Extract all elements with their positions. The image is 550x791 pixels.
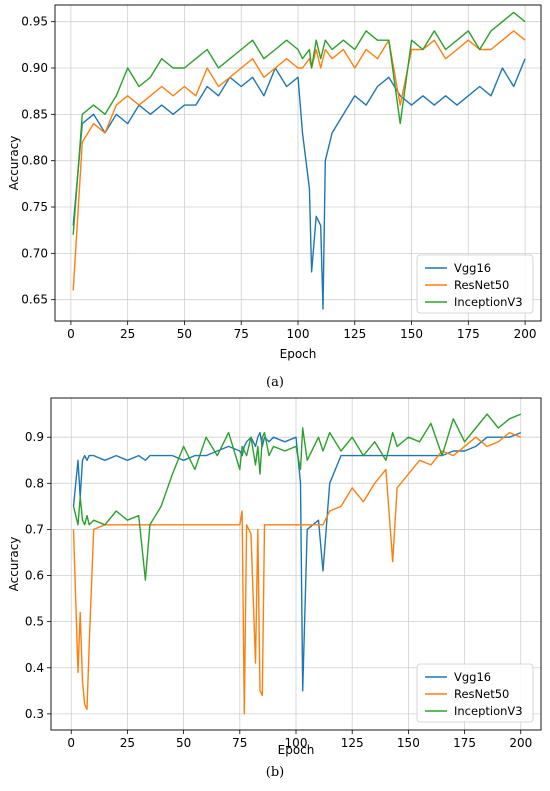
plot-frame bbox=[54, 4, 542, 322]
legend-label-vgg16: Vgg16 bbox=[454, 261, 491, 275]
y-tick-label: 0.9 bbox=[25, 430, 44, 444]
x-tick-label: 100 bbox=[287, 327, 310, 341]
x-tick-label: 150 bbox=[397, 736, 420, 750]
series-line-inceptionv3 bbox=[72, 413, 522, 581]
series-line-vgg16 bbox=[72, 431, 522, 692]
x-tick-label: 175 bbox=[453, 736, 476, 750]
figure-caption: (a) bbox=[266, 375, 284, 390]
legend-label-inceptionv3: InceptionV3 bbox=[454, 704, 523, 718]
chart-panel-b: 0 25 50 75 100 125 150 175 200 0.3 0.4 0.5 0.6 0.7 0.8… bbox=[7, 397, 542, 780]
figure-caption: (b) bbox=[266, 765, 284, 780]
x-tick-label: 125 bbox=[341, 736, 364, 750]
x-axis-label: Epoch bbox=[280, 347, 317, 361]
plot-frame bbox=[50, 397, 542, 731]
x-tick-label: 175 bbox=[457, 327, 480, 341]
y-tick-label: 0.85 bbox=[21, 107, 48, 121]
y-tick-label: 0.6 bbox=[25, 569, 44, 583]
y-tick-label: 0.7 bbox=[25, 522, 44, 536]
x-tick-label: 50 bbox=[176, 736, 191, 750]
y-tick-label: 0.80 bbox=[21, 154, 48, 168]
x-tick-label: 0 bbox=[67, 736, 75, 750]
x-tick-label: 25 bbox=[120, 736, 135, 750]
y-axis-label: Accuracy bbox=[7, 136, 21, 191]
legend-box bbox=[416, 663, 534, 723]
y-tick-label: 0.3 bbox=[25, 707, 44, 721]
series-line-inceptionv3 bbox=[72, 11, 526, 235]
legend-label-resnet50: ResNet50 bbox=[454, 278, 509, 292]
series-line-resnet50 bbox=[72, 431, 522, 715]
legend: Vgg16 ResNet50 InceptionV3 bbox=[416, 254, 534, 314]
y-tick-label: 0.75 bbox=[21, 200, 48, 214]
x-tick-label: 200 bbox=[509, 736, 532, 750]
legend-label-resnet50: ResNet50 bbox=[454, 687, 509, 701]
y-tick-label: 0.90 bbox=[21, 61, 48, 75]
y-tick-label: 0.5 bbox=[25, 615, 44, 629]
x-tick-label: 75 bbox=[232, 736, 247, 750]
x-tick-label: 100 bbox=[285, 736, 308, 750]
x-tick-label: 50 bbox=[177, 327, 192, 341]
x-tick-label: 150 bbox=[400, 327, 423, 341]
y-tick-label: 0.95 bbox=[21, 15, 48, 29]
y-tick-label: 0.4 bbox=[25, 661, 44, 675]
legend-label-vgg16: Vgg16 bbox=[454, 670, 491, 684]
chart-panel-a: 0 25 50 75 100 125 150 175 200 0.65 0.70 0.75 0.80 0.… bbox=[7, 4, 542, 390]
x-axis-label: Epoch bbox=[278, 743, 315, 757]
series-line-vgg16 bbox=[72, 58, 526, 310]
x-tick-label: 75 bbox=[234, 327, 249, 341]
legend-box bbox=[416, 254, 534, 314]
y-tick-label: 0.65 bbox=[21, 293, 48, 307]
y-axis-label: Accuracy bbox=[7, 537, 21, 592]
legend-label-inceptionv3: InceptionV3 bbox=[454, 295, 523, 309]
y-tick-label: 0.8 bbox=[25, 476, 44, 490]
legend: Vgg16 ResNet50 InceptionV3 bbox=[416, 663, 534, 723]
y-tick-label: 0.70 bbox=[21, 246, 48, 260]
x-tick-label: 200 bbox=[514, 327, 537, 341]
x-tick-label: 25 bbox=[120, 327, 135, 341]
x-tick-label: 125 bbox=[343, 327, 366, 341]
x-tick-label: 0 bbox=[67, 327, 75, 341]
